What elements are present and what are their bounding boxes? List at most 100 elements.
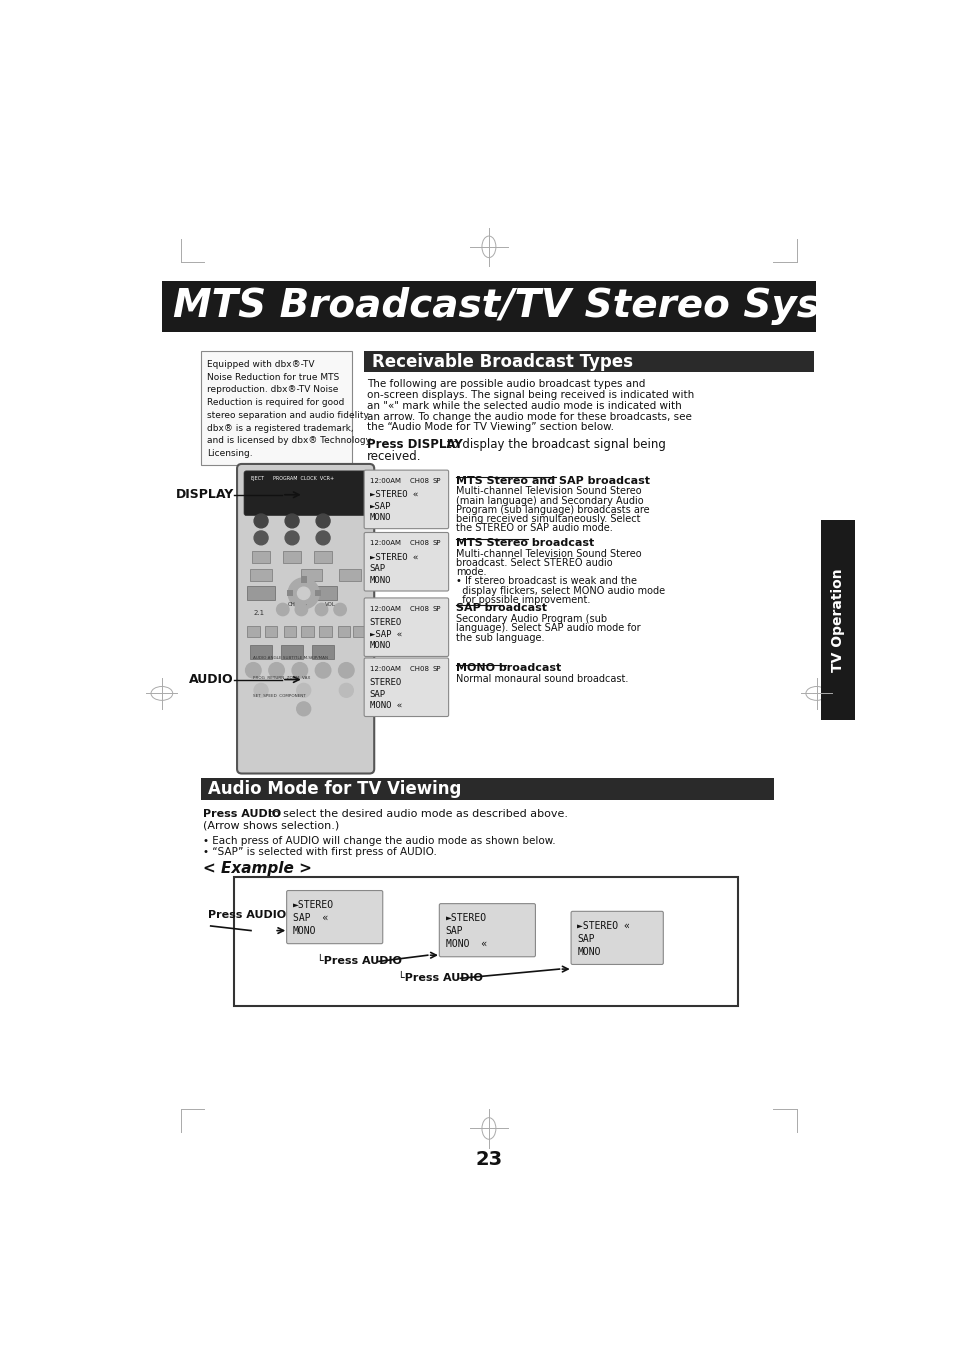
Bar	[820, 520, 855, 720]
Bar	[286, 590, 293, 596]
Text: STEREO: STEREO	[369, 617, 401, 627]
Text: ►STEREO «: ►STEREO «	[577, 920, 630, 931]
Text: ►SAP «: ►SAP «	[369, 630, 401, 639]
Bar	[353, 627, 365, 638]
Bar	[250, 644, 272, 659]
Text: to display the broadcast signal being: to display the broadcast signal being	[443, 438, 665, 451]
Text: 12:00AM    CH08: 12:00AM CH08	[369, 540, 428, 546]
Text: dbx® is a registered trademark,: dbx® is a registered trademark,	[207, 423, 353, 432]
Text: (main language) and Secondary Audio: (main language) and Secondary Audio	[456, 496, 643, 505]
Text: EJECT: EJECT	[251, 477, 265, 481]
Text: stereo separation and audio fidelity.: stereo separation and audio fidelity.	[207, 411, 370, 420]
Circle shape	[296, 684, 311, 697]
Bar	[312, 644, 334, 659]
Bar	[283, 627, 295, 638]
Text: Press DISPLAY: Press DISPLAY	[367, 438, 462, 451]
Text: MONO: MONO	[293, 925, 316, 936]
Bar	[200, 351, 352, 465]
Text: AUDIO ANGLE SUBTITLE M.SKIP/MAN: AUDIO ANGLE SUBTITLE M.SKIP/MAN	[253, 655, 328, 659]
Circle shape	[285, 531, 298, 544]
FancyBboxPatch shape	[364, 470, 448, 528]
Text: Multi-channel Television Sound Stereo: Multi-channel Television Sound Stereo	[456, 486, 641, 496]
Text: └Press AUDIO: └Press AUDIO	[316, 957, 401, 966]
Text: the “Audio Mode for TV Viewing” section below.: the “Audio Mode for TV Viewing” section …	[367, 423, 614, 432]
Text: ►STEREO «: ►STEREO «	[369, 490, 417, 499]
Circle shape	[269, 662, 284, 678]
Circle shape	[276, 604, 289, 616]
Text: • “SAP” is selected with first press of AUDIO.: • “SAP” is selected with first press of …	[203, 847, 436, 858]
Text: an arrow. To change the audio mode for these broadcasts, see: an arrow. To change the audio mode for t…	[367, 412, 691, 422]
Text: ►STEREO: ►STEREO	[445, 913, 486, 923]
Text: Licensing.: Licensing.	[207, 449, 253, 458]
FancyBboxPatch shape	[439, 904, 535, 957]
Text: Equipped with dbx®-TV: Equipped with dbx®-TV	[207, 359, 314, 369]
Text: MTS Stereo broadcast: MTS Stereo broadcast	[456, 538, 594, 549]
Text: SET  SPEED  COMPONENT: SET SPEED COMPONENT	[253, 694, 306, 698]
Text: SAP: SAP	[577, 934, 595, 943]
Text: ►STEREO: ►STEREO	[293, 900, 334, 909]
Text: 12:00AM    CH08: 12:00AM CH08	[369, 666, 428, 671]
Text: 12:00AM    CH08: 12:00AM CH08	[369, 478, 428, 484]
Text: received.: received.	[367, 450, 421, 463]
Bar	[200, 778, 773, 800]
FancyBboxPatch shape	[364, 532, 448, 590]
Text: MONO: MONO	[369, 513, 391, 523]
Text: • Each press of AUDIO will change the audio mode as shown below.: • Each press of AUDIO will change the au…	[203, 836, 555, 846]
Text: Reduction is required for good: Reduction is required for good	[207, 399, 344, 407]
Text: the sub language.: the sub language.	[456, 632, 544, 643]
Text: Secondary Audio Program (sub: Secondary Audio Program (sub	[456, 615, 607, 624]
Text: SAP  «: SAP «	[293, 913, 328, 923]
Text: The following are possible audio broadcast types and: The following are possible audio broadca…	[367, 380, 645, 389]
Circle shape	[338, 662, 354, 678]
Bar	[339, 569, 360, 581]
Circle shape	[297, 588, 310, 600]
Circle shape	[253, 684, 268, 697]
Text: MONO: MONO	[369, 576, 391, 585]
Circle shape	[296, 703, 311, 716]
Bar	[301, 627, 314, 638]
Text: language). Select SAP audio mode for: language). Select SAP audio mode for	[456, 623, 640, 634]
FancyBboxPatch shape	[286, 890, 382, 943]
Text: STEREO: STEREO	[369, 678, 401, 688]
FancyBboxPatch shape	[236, 463, 374, 774]
Text: (Arrow shows selection.): (Arrow shows selection.)	[203, 820, 339, 831]
Text: MONO broadcast: MONO broadcast	[456, 663, 561, 673]
Circle shape	[315, 531, 330, 544]
Text: VOL: VOL	[325, 601, 335, 607]
Text: to select the desired audio mode as described above.: to select the desired audio mode as desc…	[265, 809, 567, 819]
Text: MTS Broadcast/TV Stereo System: MTS Broadcast/TV Stereo System	[173, 288, 905, 326]
Text: Receivable Broadcast Types: Receivable Broadcast Types	[372, 353, 632, 370]
Text: Noise Reduction for true MTS: Noise Reduction for true MTS	[207, 373, 338, 382]
Bar	[337, 627, 350, 638]
Circle shape	[315, 513, 330, 528]
Text: • If stereo broadcast is weak and the: • If stereo broadcast is weak and the	[456, 577, 637, 586]
Text: DISPLAY: DISPLAY	[175, 488, 233, 501]
Text: mode.: mode.	[456, 567, 486, 577]
Text: Multi-channel Television Sound Stereo: Multi-channel Television Sound Stereo	[456, 549, 641, 559]
Bar	[247, 586, 274, 600]
Text: 23: 23	[475, 1150, 502, 1169]
Text: display flickers, select MONO audio mode: display flickers, select MONO audio mode	[456, 585, 665, 596]
Text: Press AUDIO: Press AUDIO	[203, 809, 281, 819]
Circle shape	[315, 662, 331, 678]
Text: SAP: SAP	[369, 565, 385, 573]
Circle shape	[315, 604, 328, 616]
Text: SP: SP	[432, 605, 440, 612]
Text: broadcast. Select STEREO audio: broadcast. Select STEREO audio	[456, 558, 613, 567]
Text: and is licensed by dbx® Technology: and is licensed by dbx® Technology	[207, 436, 371, 446]
Bar	[247, 627, 259, 638]
Text: on-screen displays. The signal being received is indicated with: on-screen displays. The signal being rec…	[367, 390, 694, 400]
Text: for possible improvement.: for possible improvement.	[456, 594, 590, 605]
Text: Normal monaural sound broadcast.: Normal monaural sound broadcast.	[456, 674, 628, 684]
Bar	[162, 281, 815, 331]
Text: Program (sub language) broadcasts are: Program (sub language) broadcasts are	[456, 505, 649, 515]
Text: reproduction. dbx®-TV Noise: reproduction. dbx®-TV Noise	[207, 385, 338, 394]
Text: SP: SP	[432, 666, 440, 671]
Circle shape	[294, 604, 307, 616]
Text: Audio Mode for TV Viewing: Audio Mode for TV Viewing	[208, 780, 461, 798]
Bar	[309, 586, 336, 600]
Text: the STEREO or SAP audio mode.: the STEREO or SAP audio mode.	[456, 523, 613, 534]
Bar	[300, 569, 322, 581]
Text: SAP: SAP	[445, 925, 462, 936]
Text: ►SAP: ►SAP	[369, 501, 391, 511]
